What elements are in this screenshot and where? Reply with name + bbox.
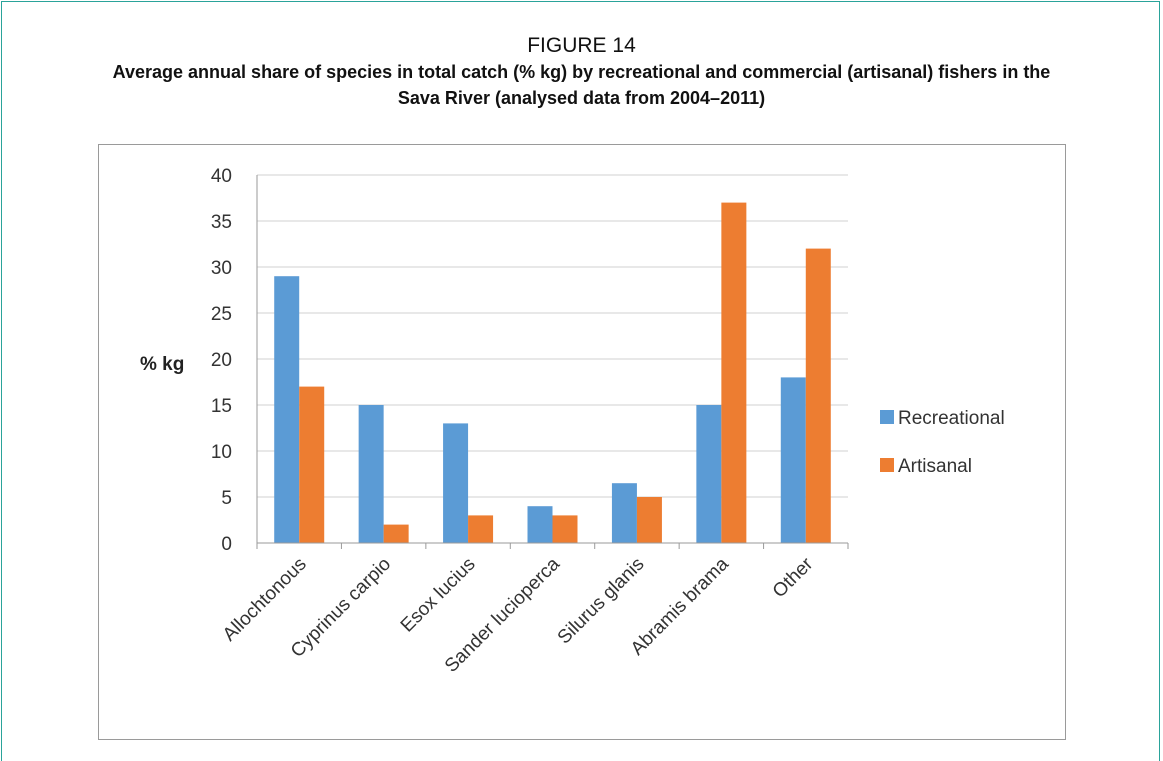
bar-recreational-sander-lucioperca (527, 506, 553, 543)
bar-artisanal-esox-lucius (468, 515, 494, 543)
legend-swatch-recreational (880, 410, 894, 424)
bar-recreational-abramis-brama (696, 405, 722, 543)
y-tick-label: 20 (211, 350, 232, 371)
x-tick-label: Silurus glanis (554, 554, 649, 649)
bar-recreational-esox-lucius (443, 423, 469, 543)
bar-recreational-silurus-glanis (611, 483, 637, 543)
bar-recreational-allochtonous (274, 276, 300, 543)
y-tick-label: 0 (221, 534, 232, 555)
chart-area (98, 144, 1066, 740)
axes (256, 175, 849, 549)
bar-artisanal-other (805, 248, 831, 543)
legend: Recreational Artisanal (880, 408, 1005, 477)
bar-artisanal-allochtonous (299, 386, 325, 543)
x-tick-label: Esox lucius (397, 554, 480, 637)
y-tick-label: 15 (211, 396, 232, 417)
figure-label: FIGURE 14 (527, 34, 636, 57)
legend-swatch-artisanal (880, 458, 894, 472)
bar-artisanal-cyprinus-carpio (383, 524, 409, 543)
y-tick-label: 40 (211, 166, 232, 187)
y-tick-label: 5 (221, 488, 232, 509)
x-tick-label: Other (769, 553, 818, 602)
y-axis-label: % kg (140, 354, 184, 375)
bar-recreational-cyprinus-carpio (358, 405, 384, 543)
x-tick-label: Allochtonous (219, 554, 311, 646)
legend-label-recreational: Recreational (898, 408, 1005, 429)
bar-recreational-other (780, 377, 806, 543)
gridlines (257, 174, 848, 498)
y-tick-label: 30 (211, 258, 232, 279)
y-tick-label: 10 (211, 442, 232, 463)
legend-label-artisanal: Artisanal (898, 456, 972, 477)
bars (274, 202, 831, 543)
y-tick-labels: 0 5 10 15 20 25 30 35 40 (211, 166, 232, 555)
y-tick-label: 35 (211, 212, 232, 233)
bar-artisanal-sander-lucioperca (552, 515, 578, 543)
y-tick-label: 25 (211, 304, 232, 325)
bar-artisanal-abramis-brama (721, 202, 747, 543)
bar-artisanal-silurus-glanis (636, 497, 662, 543)
figure-title: Average annual share of species in total… (112, 62, 1051, 108)
